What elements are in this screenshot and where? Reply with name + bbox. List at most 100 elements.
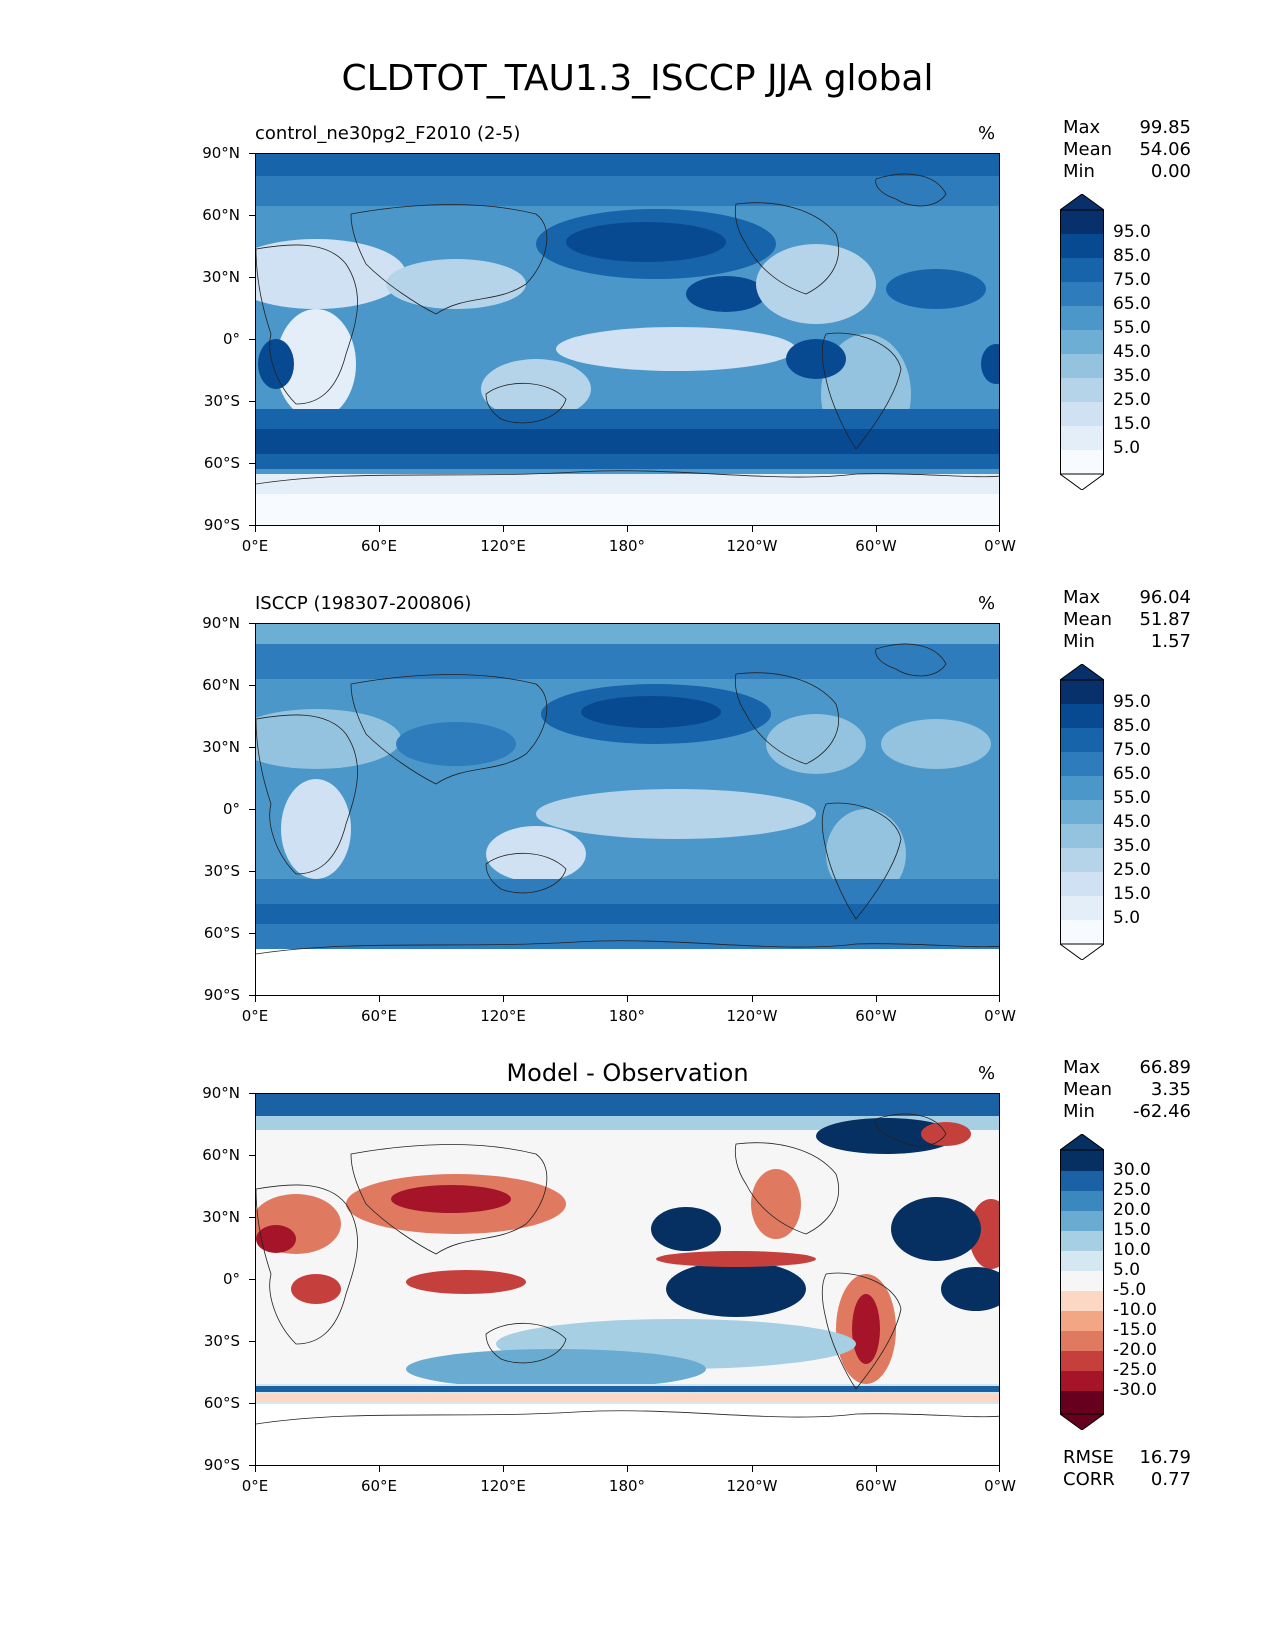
stat-min: Min 0.00 bbox=[1063, 161, 1191, 182]
lat-label: 30°N bbox=[202, 1208, 240, 1226]
panel-subtitle: ISCCP (198307-200806) bbox=[255, 593, 472, 614]
colorbar-label: 30.0 bbox=[1113, 1160, 1151, 1180]
difference-map bbox=[255, 1093, 1000, 1466]
lat-label: 0° bbox=[222, 800, 240, 818]
colorbar-label: 35.0 bbox=[1113, 836, 1151, 856]
lon-label: 120°W bbox=[726, 537, 778, 555]
lon-label: 60°W bbox=[855, 1477, 897, 1495]
lat-label: 60°S bbox=[203, 454, 240, 472]
lon-label: 0°E bbox=[241, 1007, 269, 1025]
colorbar bbox=[1060, 664, 1104, 960]
lon-label: 60°W bbox=[855, 1007, 897, 1025]
colorbar-label: -10.0 bbox=[1113, 1300, 1157, 1320]
stat-mean: Mean 54.06 bbox=[1063, 139, 1191, 160]
lon-label: 0°W bbox=[984, 1007, 1016, 1025]
lat-label: 30°S bbox=[203, 1332, 240, 1350]
model-field-svg bbox=[256, 154, 999, 525]
lat-label: 0° bbox=[222, 330, 240, 348]
lon-label: 60°W bbox=[855, 537, 897, 555]
lat-label: 0° bbox=[222, 1270, 240, 1288]
metric-rmse: RMSE 16.79 bbox=[1063, 1447, 1191, 1468]
lat-label: 90°S bbox=[203, 986, 240, 1004]
colorbar-label: 45.0 bbox=[1113, 342, 1151, 362]
colorbar-label: 75.0 bbox=[1113, 270, 1151, 290]
model-map bbox=[255, 153, 1000, 526]
lon-label: 0°E bbox=[241, 1477, 269, 1495]
colorbar-label: 95.0 bbox=[1113, 692, 1151, 712]
lon-label: 0°E bbox=[241, 537, 269, 555]
lon-label: 120°W bbox=[726, 1007, 778, 1025]
colorbar-label: 5.0 bbox=[1113, 1260, 1141, 1280]
colorbar-label: 15.0 bbox=[1113, 414, 1151, 434]
lon-label: 0°W bbox=[984, 1477, 1016, 1495]
panel-subtitle: control_ne30pg2_F2010 (2-5) bbox=[255, 123, 521, 144]
colorbar-label: 55.0 bbox=[1113, 788, 1151, 808]
lat-label: 60°S bbox=[203, 1394, 240, 1412]
stat-max: Max 99.85 bbox=[1063, 117, 1191, 138]
units-label: % bbox=[978, 123, 996, 144]
colorbar-label: -25.0 bbox=[1113, 1360, 1157, 1380]
lat-label: 60°S bbox=[203, 924, 240, 942]
colorbar-label: 65.0 bbox=[1113, 764, 1151, 784]
lat-label: 90°N bbox=[202, 144, 240, 162]
colorbar-label: -20.0 bbox=[1113, 1340, 1157, 1360]
lon-label: 0°W bbox=[984, 537, 1016, 555]
colorbar-label: 95.0 bbox=[1113, 222, 1151, 242]
stat-max: Max 96.04 bbox=[1063, 587, 1191, 608]
lat-label: 30°N bbox=[202, 268, 240, 286]
colorbar bbox=[1060, 194, 1104, 490]
lat-label: 60°N bbox=[202, 1146, 240, 1164]
observation-field-svg bbox=[256, 624, 999, 995]
difference-field-svg bbox=[256, 1094, 999, 1465]
lon-label: 120°E bbox=[480, 1007, 526, 1025]
colorbar-label: 35.0 bbox=[1113, 366, 1151, 386]
lat-label: 60°N bbox=[202, 206, 240, 224]
colorbar-label: 5.0 bbox=[1113, 438, 1141, 458]
colorbar-label: 25.0 bbox=[1113, 390, 1151, 410]
figure-title: CLDTOT_TAU1.3_ISCCP JJA global bbox=[341, 58, 934, 99]
colorbar-label: 75.0 bbox=[1113, 740, 1151, 760]
colorbar-label: -15.0 bbox=[1113, 1320, 1157, 1340]
observation-map bbox=[255, 623, 1000, 996]
stat-mean: Mean 51.87 bbox=[1063, 609, 1191, 630]
lon-label: 60°E bbox=[360, 1477, 398, 1495]
stat-max: Max 66.89 bbox=[1063, 1057, 1191, 1078]
colorbar-label: 15.0 bbox=[1113, 884, 1151, 904]
colorbar-label: 65.0 bbox=[1113, 294, 1151, 314]
lon-label: 60°E bbox=[360, 1007, 398, 1025]
colorbar-label: 15.0 bbox=[1113, 1220, 1151, 1240]
units-label: % bbox=[978, 1063, 996, 1084]
lon-label: 60°E bbox=[360, 537, 398, 555]
colorbar-label: 45.0 bbox=[1113, 812, 1151, 832]
colorbar-label: -5.0 bbox=[1113, 1280, 1147, 1300]
colorbar-label: 55.0 bbox=[1113, 318, 1151, 338]
lat-label: 30°S bbox=[203, 862, 240, 880]
stat-min: Min -62.46 bbox=[1063, 1101, 1191, 1122]
colorbar-label: 85.0 bbox=[1113, 716, 1151, 736]
colorbar-label: 10.0 bbox=[1113, 1240, 1151, 1260]
colorbar-label: 5.0 bbox=[1113, 908, 1141, 928]
panel-subtitle: Model - Observation bbox=[506, 1059, 749, 1087]
lat-label: 90°S bbox=[203, 516, 240, 534]
lat-label: 30°S bbox=[203, 392, 240, 410]
lon-label: 180° bbox=[608, 537, 646, 555]
lon-label: 120°E bbox=[480, 537, 526, 555]
lat-label: 90°N bbox=[202, 614, 240, 632]
lat-label: 30°N bbox=[202, 738, 240, 756]
colorbar-label: 25.0 bbox=[1113, 1180, 1151, 1200]
lon-label: 120°E bbox=[480, 1477, 526, 1495]
stat-min: Min 1.57 bbox=[1063, 631, 1191, 652]
lon-label: 120°W bbox=[726, 1477, 778, 1495]
lon-label: 180° bbox=[608, 1477, 646, 1495]
colorbar-label: 20.0 bbox=[1113, 1200, 1151, 1220]
lat-label: 90°S bbox=[203, 1456, 240, 1474]
units-label: % bbox=[978, 593, 996, 614]
lon-label: 180° bbox=[608, 1007, 646, 1025]
colorbar-label: 85.0 bbox=[1113, 246, 1151, 266]
lat-label: 90°N bbox=[202, 1084, 240, 1102]
lat-label: 60°N bbox=[202, 676, 240, 694]
metric-corr: CORR 0.77 bbox=[1063, 1469, 1191, 1490]
colorbar bbox=[1060, 1134, 1104, 1430]
colorbar-label: -30.0 bbox=[1113, 1380, 1157, 1400]
colorbar-label: 25.0 bbox=[1113, 860, 1151, 880]
